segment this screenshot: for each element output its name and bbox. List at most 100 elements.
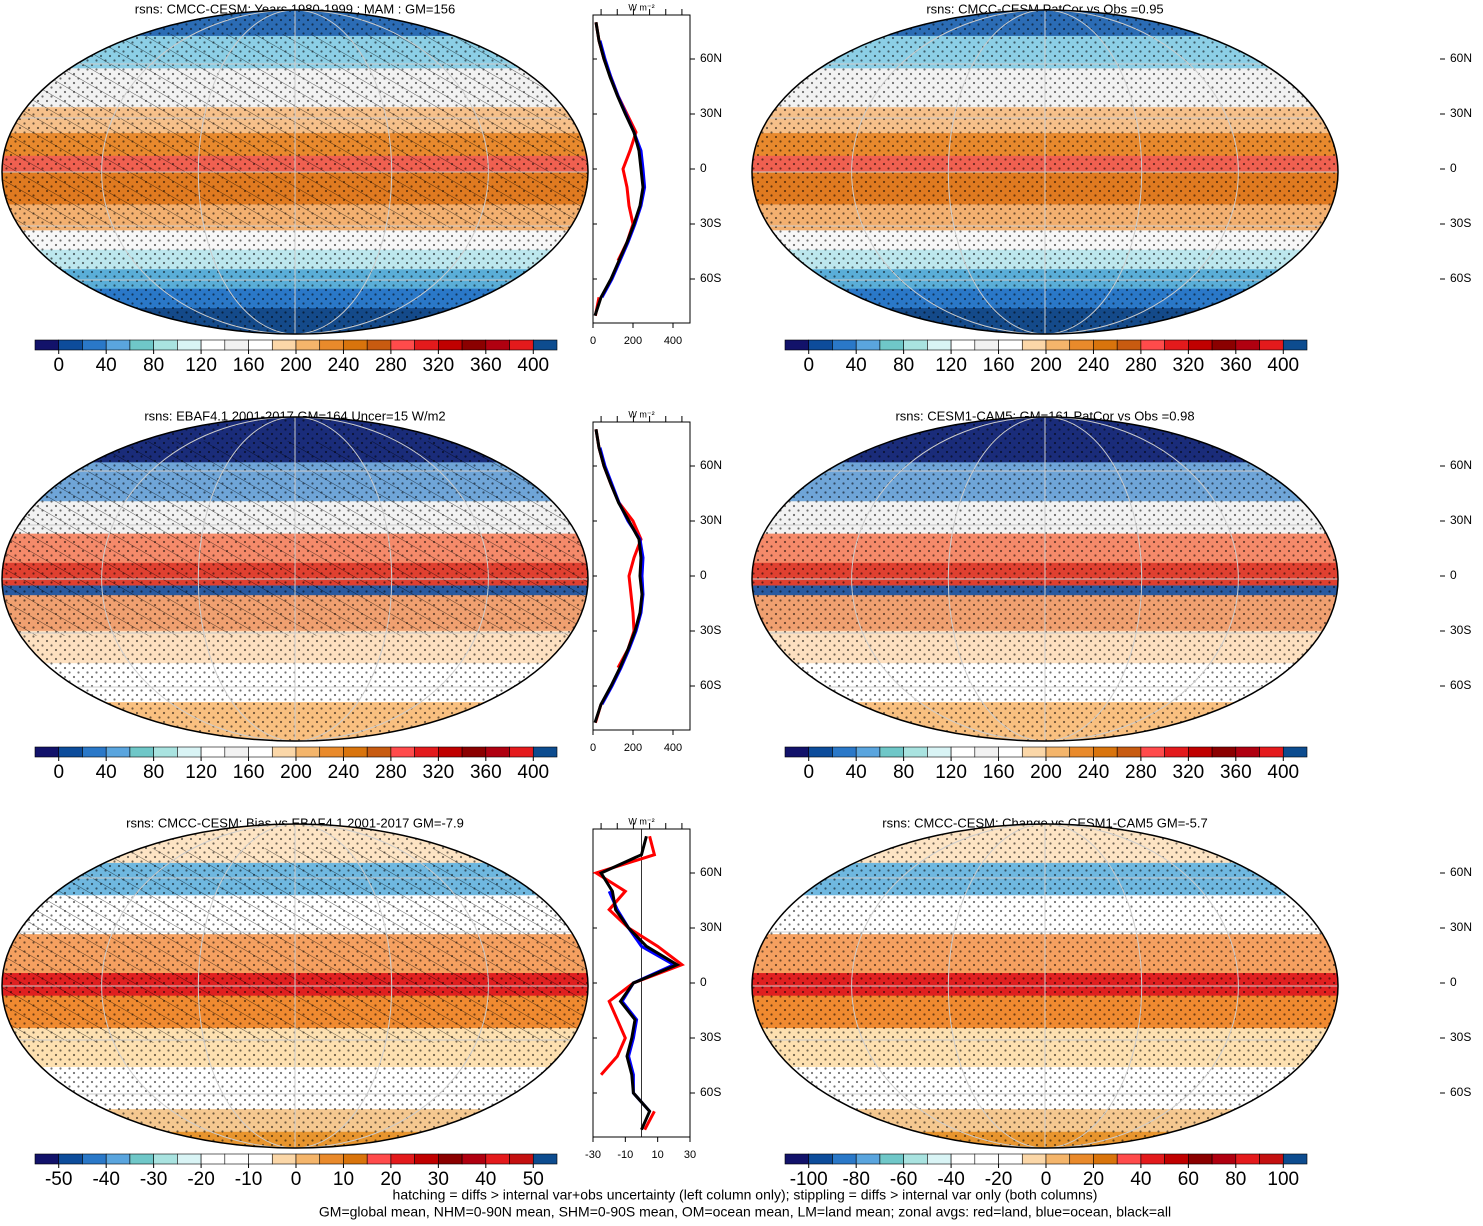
meridian bbox=[851, 10, 1239, 334]
y-tick-label: 30N bbox=[1450, 513, 1472, 527]
colorbar-box bbox=[1164, 339, 1189, 351]
colorbar-label: 200 bbox=[280, 762, 312, 783]
colorbar-box bbox=[177, 339, 202, 351]
colorbar-box bbox=[950, 1153, 976, 1165]
colorbar-label: 80 bbox=[1225, 1169, 1246, 1190]
colorbar-box bbox=[1021, 746, 1047, 758]
colorbar-label: 280 bbox=[1125, 762, 1157, 783]
map-border bbox=[751, 9, 1339, 335]
colorbar-box bbox=[461, 746, 487, 758]
colorbar-box bbox=[58, 746, 83, 758]
colorbar-box bbox=[532, 746, 558, 758]
colorbar-box bbox=[808, 746, 833, 758]
colorbar-box bbox=[1140, 746, 1165, 758]
colorbar-box bbox=[1259, 746, 1284, 758]
colorbar-box bbox=[343, 746, 368, 758]
colorbar-box bbox=[438, 339, 463, 351]
colorbar-box bbox=[200, 339, 226, 351]
colorbar-box bbox=[58, 1153, 83, 1165]
colorbar-label: 120 bbox=[935, 762, 967, 783]
colorbar-label: 160 bbox=[983, 762, 1015, 783]
colorbar-box bbox=[1140, 339, 1165, 351]
colorbar-box bbox=[366, 339, 392, 351]
colorbar-label: -80 bbox=[842, 1169, 869, 1190]
colorbar-label: -30 bbox=[140, 1169, 167, 1190]
colorbar-box bbox=[1211, 339, 1237, 351]
x-tick-label: 400 bbox=[664, 335, 682, 347]
colorbar-box bbox=[784, 1153, 810, 1165]
colorbar-label: -60 bbox=[890, 1169, 917, 1190]
meridian bbox=[947, 417, 1143, 741]
profile-line bbox=[593, 22, 645, 317]
colorbar-box bbox=[974, 746, 999, 758]
colorbar-box bbox=[343, 339, 368, 351]
colorbar-label: 320 bbox=[1173, 355, 1205, 376]
colorbar-box bbox=[808, 1153, 833, 1165]
colorbar-label: 360 bbox=[1220, 762, 1252, 783]
y-tick-label: 60S bbox=[700, 678, 721, 692]
colorbar-box bbox=[1164, 746, 1189, 758]
colorbar-label: 50 bbox=[523, 1169, 544, 1190]
colorbar-box bbox=[1211, 1153, 1237, 1165]
colorbar-box bbox=[105, 1153, 131, 1165]
colorbar-label: 320 bbox=[423, 355, 455, 376]
colorbar-box bbox=[82, 339, 107, 351]
x-axis-label: W m⁻² bbox=[628, 2, 654, 12]
colorbar-label: 30 bbox=[428, 1169, 449, 1190]
colorbar-box bbox=[271, 746, 297, 758]
map-fill bbox=[2, 10, 588, 334]
colorbar-box bbox=[784, 339, 810, 351]
y-tick-label: 60N bbox=[700, 865, 722, 879]
colorbar-label: 0 bbox=[803, 762, 814, 783]
colorbar-label: 240 bbox=[328, 762, 360, 783]
colorbar-box bbox=[34, 1153, 60, 1165]
colorbar-box bbox=[129, 1153, 154, 1165]
x-tick-label: -30 bbox=[585, 1149, 601, 1161]
y-tick-label: 0 bbox=[700, 568, 707, 582]
map-fill bbox=[752, 10, 1338, 334]
colorbar-label: 20 bbox=[380, 1169, 401, 1190]
colorbar-box bbox=[248, 746, 273, 758]
y-tick-label: 60S bbox=[700, 271, 721, 285]
colorbar-box bbox=[1235, 339, 1260, 351]
y-tick-label: 60S bbox=[700, 1085, 721, 1099]
y-tick-label: 30S bbox=[1450, 216, 1471, 230]
colorbar-box bbox=[319, 1153, 344, 1165]
colorbar-label: 400 bbox=[517, 762, 549, 783]
colorbar-label: 40 bbox=[475, 1169, 496, 1190]
colorbar-box bbox=[532, 1153, 558, 1165]
map-fill bbox=[752, 417, 1338, 741]
colorbar-box bbox=[903, 1153, 928, 1165]
colorbar-box bbox=[879, 339, 904, 351]
colorbar-box bbox=[1093, 746, 1118, 758]
colorbar-box bbox=[1045, 746, 1071, 758]
colorbar-box bbox=[295, 339, 321, 351]
colorbar-box bbox=[271, 339, 297, 351]
colorbar-box bbox=[509, 746, 534, 758]
x-tick-label: 10 bbox=[652, 1149, 664, 1161]
colorbar-label: 20 bbox=[1083, 1169, 1104, 1190]
map bbox=[1, 416, 589, 742]
colorbar-label: -100 bbox=[790, 1169, 828, 1190]
colorbar-label: 360 bbox=[470, 355, 502, 376]
map bbox=[1, 823, 589, 1149]
colorbar-box bbox=[224, 746, 249, 758]
colorbar-label: 400 bbox=[517, 355, 549, 376]
x-tick-label: -10 bbox=[617, 1149, 633, 1161]
colorbar-box bbox=[1164, 1153, 1189, 1165]
colorbar-label: 240 bbox=[1078, 355, 1110, 376]
colorbar-label: 240 bbox=[1078, 762, 1110, 783]
colorbar-box bbox=[903, 339, 928, 351]
colorbar-box bbox=[153, 1153, 178, 1165]
colorbar-label: 120 bbox=[185, 762, 217, 783]
panel-title: rsns: CMCC-CESM: Years 1980-1999 : MAM :… bbox=[135, 1, 455, 16]
y-tick-label: 30S bbox=[700, 1030, 721, 1044]
colorbar-label: 160 bbox=[233, 762, 265, 783]
meridian bbox=[101, 417, 489, 741]
colorbar-box bbox=[461, 339, 487, 351]
colorbar-label: -40 bbox=[937, 1169, 964, 1190]
colorbar-box bbox=[200, 746, 226, 758]
colorbar-box bbox=[1259, 1153, 1284, 1165]
colorbar-label: 200 bbox=[1030, 762, 1062, 783]
